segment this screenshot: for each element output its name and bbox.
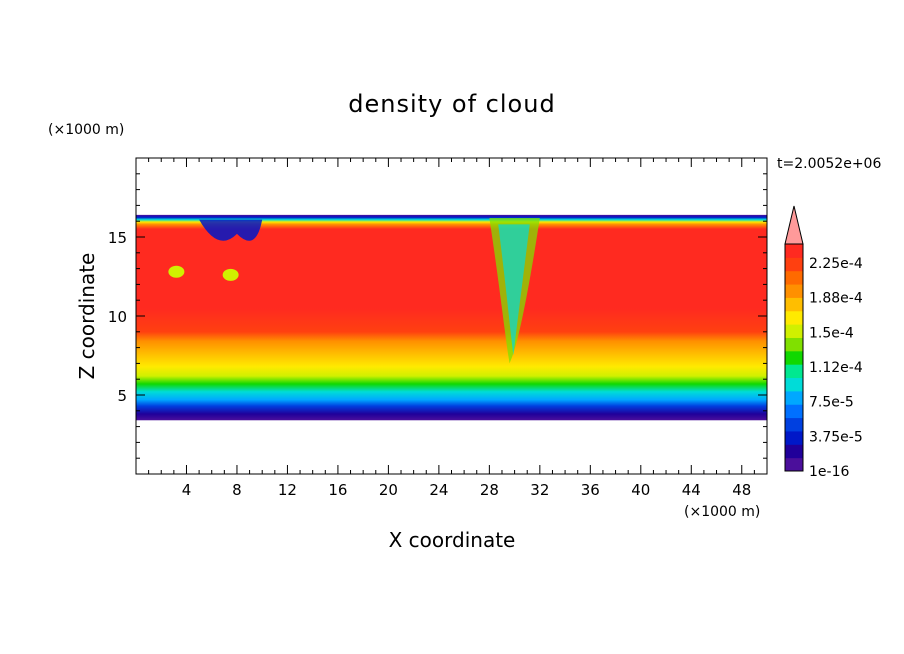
y-axis-ticks: 5 10 15	[108, 173, 767, 459]
x-tick-label: 48	[732, 481, 751, 499]
plot-area	[136, 214, 767, 421]
eddy-right	[222, 268, 239, 281]
colorbar-tick-label: 3.75e-5	[809, 429, 863, 445]
colorbar-swatch	[785, 350, 803, 365]
y-tick-label: 15	[108, 229, 127, 247]
colorbar-tick-label: 2.25e-4	[809, 256, 863, 272]
y-tick-label: 5	[117, 387, 127, 405]
colorbar-swatch	[785, 270, 803, 285]
x-tick-label: 36	[581, 481, 600, 499]
cloud-layer	[136, 214, 767, 421]
colorbar-tick-label: 1.88e-4	[809, 291, 863, 307]
eddy-rollup	[199, 219, 263, 241]
colorbar-swatch	[785, 284, 803, 298]
colorbar-swatch	[785, 377, 803, 392]
x-axis-label: X coordinate	[389, 528, 516, 552]
x-tick-label: 24	[429, 481, 448, 499]
cloud-features	[168, 218, 540, 364]
x-tick-label: 40	[631, 481, 650, 499]
x-tick-label: 20	[379, 481, 398, 499]
x-tick-label: 16	[328, 481, 347, 499]
y-tick-label: 10	[108, 308, 127, 326]
y-axis-label: Z coordinate	[75, 253, 99, 380]
colorbar-swatch	[785, 257, 803, 272]
x-tick-label: 44	[682, 481, 701, 499]
y-unit-label: (×1000 m)	[48, 122, 124, 138]
colorbar-tick-label: 1e-16	[809, 464, 849, 480]
colorbar-tick-label: 1.12e-4	[809, 360, 863, 376]
colorbar-swatch	[785, 430, 803, 445]
colorbar-swatch	[785, 337, 803, 352]
colorbar-swatch	[785, 444, 803, 459]
colorbar-tick-label: 1.5e-4	[809, 325, 854, 341]
x-tick-label: 12	[278, 481, 297, 499]
colorbar-swatch	[785, 324, 803, 338]
x-axis-ticks: 4 8 12 16 20 24 28 32 36 40 44 48	[148, 158, 755, 499]
x-tick-label: 28	[480, 481, 499, 499]
time-label: t=2.0052e+06	[777, 156, 881, 172]
chart-title: density of cloud	[348, 90, 555, 118]
colorbar-swatch	[785, 417, 803, 432]
downdraft-core	[498, 224, 530, 356]
colorbar-swatch	[785, 390, 803, 405]
x-tick-label: 8	[232, 481, 242, 499]
colorbar-swatch	[785, 297, 803, 312]
eddy-left	[168, 265, 185, 278]
colorbar: 1e-16 3.75e-5 7.5e-5 1.12e-4 1.5e-4 1.88e-4 2.…	[784, 205, 863, 480]
colorbar-frame	[784, 243, 804, 472]
x-unit-label: (×1000 m)	[684, 504, 760, 520]
x-tick-label: 4	[182, 481, 192, 499]
colorbar-swatch	[785, 457, 803, 472]
colorbar-tick-label: 7.5e-5	[809, 395, 854, 411]
colorbar-swatch	[785, 244, 803, 258]
x-tick-label: 32	[530, 481, 549, 499]
colorbar-swatch	[785, 310, 803, 325]
colorbar-swatch	[785, 364, 803, 379]
colorbar-swatch	[785, 404, 803, 419]
colorbar-extend-arrow	[784, 205, 804, 245]
